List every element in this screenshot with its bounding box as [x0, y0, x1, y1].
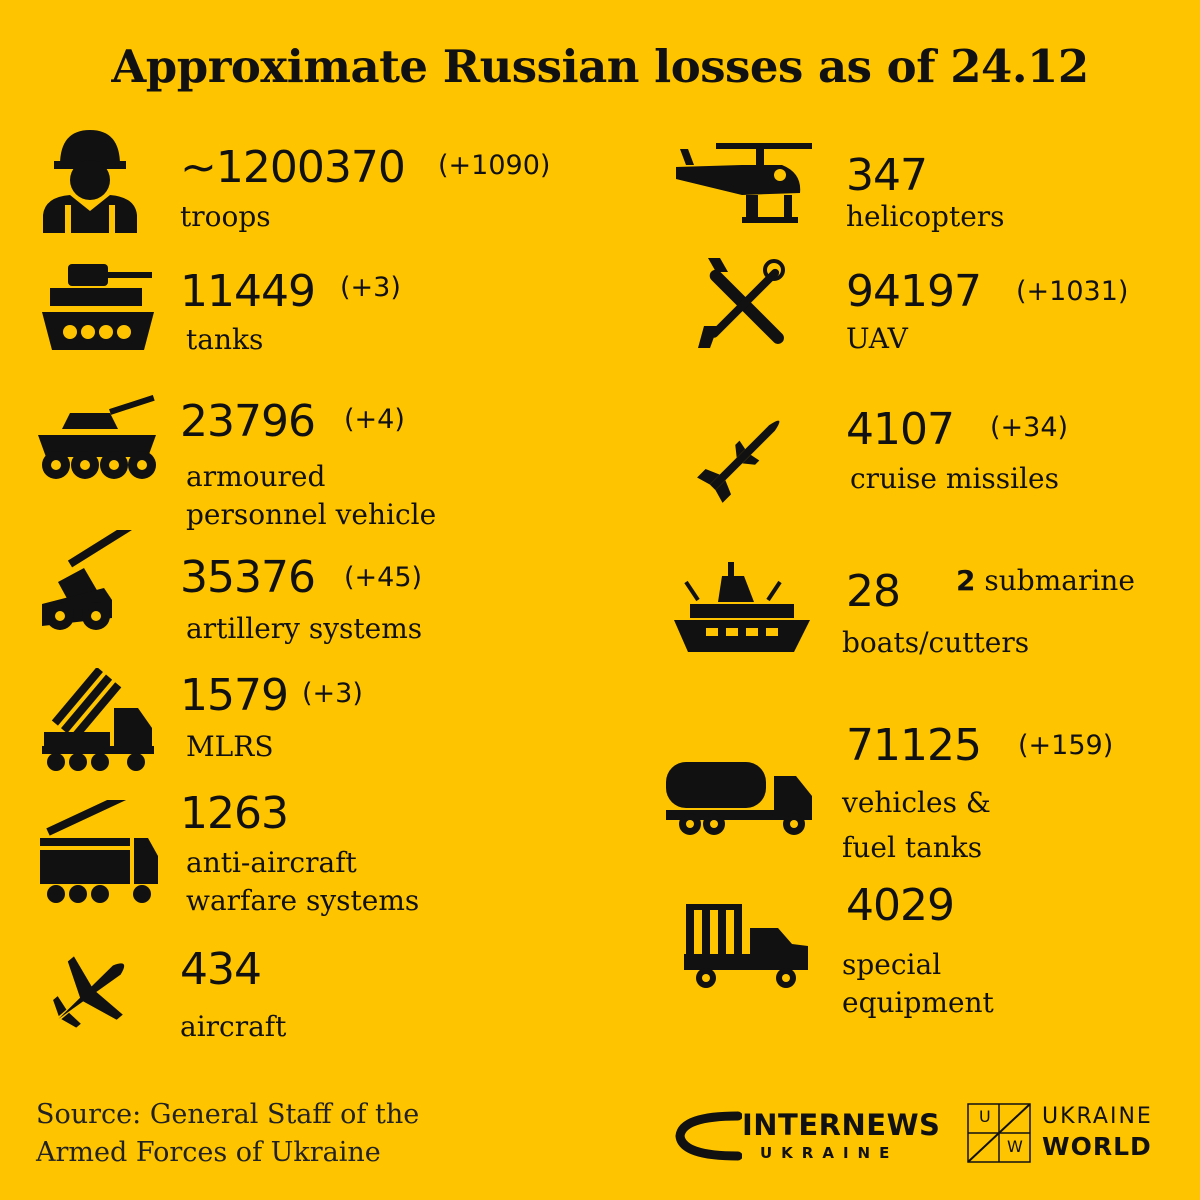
helicopters-label: helicopters	[846, 200, 1005, 233]
boats-label: boats/cutters	[842, 626, 1030, 659]
internews-logo-subtext: UKRAINE	[760, 1144, 899, 1162]
source-note: Source: General Staff of the Armed Force…	[36, 1096, 419, 1172]
troops-value: ~1200370	[180, 142, 406, 193]
missiles-value: 4107	[846, 404, 955, 455]
ship-icon	[672, 560, 812, 656]
uav-value: 94197	[846, 266, 982, 317]
special-value: 4029	[846, 880, 955, 931]
aircraft-label: aircraft	[180, 1010, 287, 1043]
source-line1: Source: General Staff of the	[36, 1099, 420, 1130]
boats-value: 28	[846, 566, 901, 617]
internews-logo-text: INTERNEWS	[742, 1108, 941, 1142]
aa-label-line1: anti-aircraft	[186, 846, 357, 879]
missile-icon	[692, 400, 804, 504]
missiles-delta: (+34)	[990, 412, 1069, 443]
uw-letter-w: W	[1007, 1137, 1023, 1156]
submarine-note: 2 submarine	[956, 564, 1135, 597]
submarine-count: 2	[956, 564, 976, 597]
tank-icon	[40, 262, 156, 354]
uav-label: UAV	[846, 322, 908, 355]
special-label-line2: equipment	[842, 986, 994, 1019]
armoured-vehicle-icon	[36, 395, 160, 487]
fuel-truck-icon	[664, 760, 816, 840]
artillery-label: artillery systems	[186, 612, 423, 645]
ukraine-world-logo-icon	[966, 1102, 1032, 1164]
helicopters-value: 347	[846, 150, 928, 201]
vehicles-value: 71125	[846, 720, 982, 771]
artillery-delta: (+45)	[344, 562, 423, 593]
soldier-icon	[40, 125, 140, 235]
artillery-value: 35376	[180, 552, 316, 603]
uw-letter-u: U	[979, 1107, 991, 1126]
vehicles-label-line1: vehicles &	[842, 786, 991, 819]
drone-icon	[688, 252, 800, 356]
mlrs-label: MLRS	[186, 730, 274, 763]
apv-value: 23796	[180, 396, 316, 447]
troops-delta: (+1090)	[438, 150, 551, 181]
uav-delta: (+1031)	[1016, 276, 1129, 307]
special-label-line1: special	[842, 948, 942, 981]
uw-logo-line2: WORLD	[1042, 1132, 1152, 1161]
uw-logo-line1: UKRAINE	[1042, 1104, 1153, 1129]
submarine-label: submarine	[984, 564, 1135, 597]
artillery-icon	[40, 530, 160, 634]
vehicles-label-line2: fuel tanks	[842, 831, 983, 864]
tanks-delta: (+3)	[340, 272, 401, 303]
apv-label-line2: personnel vehicle	[186, 498, 437, 531]
mlrs-delta: (+3)	[302, 678, 363, 709]
source-line2: Armed Forces of Ukraine	[36, 1137, 381, 1168]
tanks-label: tanks	[186, 323, 264, 356]
aircraft-value: 434	[180, 944, 262, 995]
mlrs-icon	[40, 668, 156, 772]
helicopter-icon	[672, 135, 812, 235]
aa-label-line2: warfare systems	[186, 884, 420, 917]
mlrs-value: 1579	[180, 670, 289, 721]
page-title: Approximate Russian losses as of 24.12	[111, 40, 1089, 93]
jet-icon	[38, 938, 148, 1042]
military-truck-icon	[682, 900, 812, 990]
internews-logo-icon	[672, 1110, 742, 1162]
troops-label: troops	[180, 200, 271, 233]
apv-label-line1: armoured	[186, 460, 326, 493]
tanks-value: 11449	[180, 266, 316, 317]
missiles-label: cruise missiles	[850, 462, 1059, 495]
anti-aircraft-icon	[38, 800, 162, 904]
aa-value: 1263	[180, 788, 289, 839]
apv-delta: (+4)	[344, 404, 405, 435]
vehicles-delta: (+159)	[1018, 730, 1114, 761]
